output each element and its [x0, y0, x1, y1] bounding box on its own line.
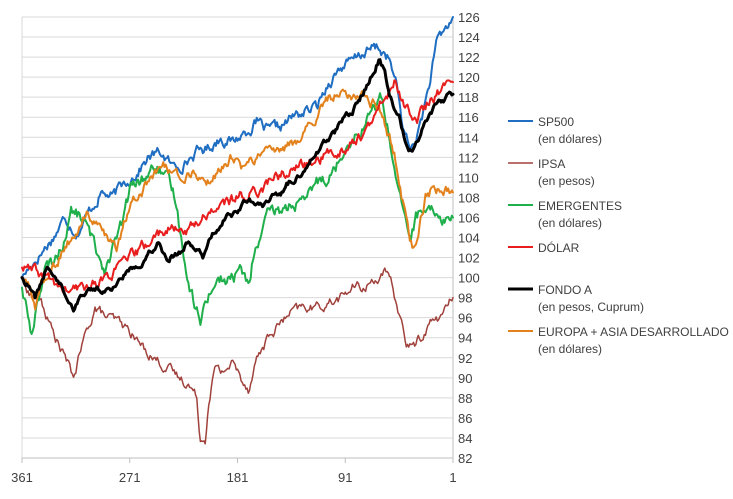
series-line-3: [21, 79, 454, 294]
y-tick-label: 126: [458, 10, 480, 25]
y-tick-label: 90: [458, 371, 472, 386]
axes: 82 84 86 88 90 92 94 96 98 100 102 104 106 108 110 112 1…: [11, 10, 480, 485]
legend-sublabel: (en dólares): [538, 216, 602, 230]
y-tick-label: 124: [458, 30, 480, 45]
y-tick-label: 94: [458, 331, 472, 346]
y-tick-label: 120: [458, 70, 480, 85]
y-tick-label: 108: [458, 190, 480, 205]
legend-label: DÓLAR: [538, 240, 580, 255]
y-tick-label: 88: [458, 391, 472, 406]
y-tick-label: 122: [458, 50, 480, 65]
series-line-5: [21, 88, 454, 311]
x-tick-label: 1: [449, 470, 456, 485]
y-tick-label: 116: [458, 110, 479, 125]
y-tick-label: 104: [458, 231, 480, 246]
x-tick-label: 271: [119, 470, 141, 485]
legend-label: EUROPA + ASIA DESARROLLADO: [538, 325, 729, 339]
y-tick-label: 82: [458, 451, 472, 466]
series-line-2: [21, 92, 454, 335]
legend: SP500 (en dólares) IPSA (en pesos) EMERGENTE…: [508, 115, 729, 356]
y-tick-label: 102: [458, 251, 480, 266]
y-tick-label: 86: [458, 411, 472, 426]
x-tick-label: 91: [338, 470, 352, 485]
y-tick-label: 96: [458, 311, 472, 326]
y-tick-label: 106: [458, 210, 480, 225]
legend-sublabel: (en pesos, Cuprum): [538, 300, 644, 314]
legend-label: FONDO A: [538, 283, 592, 297]
legend-sublabel: (en pesos): [538, 174, 595, 188]
legend-label: IPSA: [538, 157, 565, 171]
y-tick-label: 110: [458, 170, 479, 185]
x-tick-label: 181: [227, 470, 249, 485]
y-tick-label: 98: [458, 291, 472, 306]
legend-sublabel: (en dólares): [538, 342, 602, 356]
series-line-1: [21, 267, 454, 445]
y-tick-label: 112: [458, 150, 479, 165]
series-line-0: [21, 16, 454, 279]
y-tick-label: 100: [458, 271, 480, 286]
legend-label: EMERGENTES: [538, 199, 622, 213]
y-tick-label: 118: [458, 90, 479, 105]
y-tick-label: 84: [458, 431, 472, 446]
legend-label: SP500: [538, 115, 574, 129]
x-tick-label: 361: [11, 470, 33, 485]
y-tick-label: 114: [458, 130, 479, 145]
y-tick-label: 92: [458, 351, 472, 366]
legend-sublabel: (en dólares): [538, 132, 602, 146]
series-lines: [20, 16, 455, 445]
series-line-4: [20, 58, 455, 313]
